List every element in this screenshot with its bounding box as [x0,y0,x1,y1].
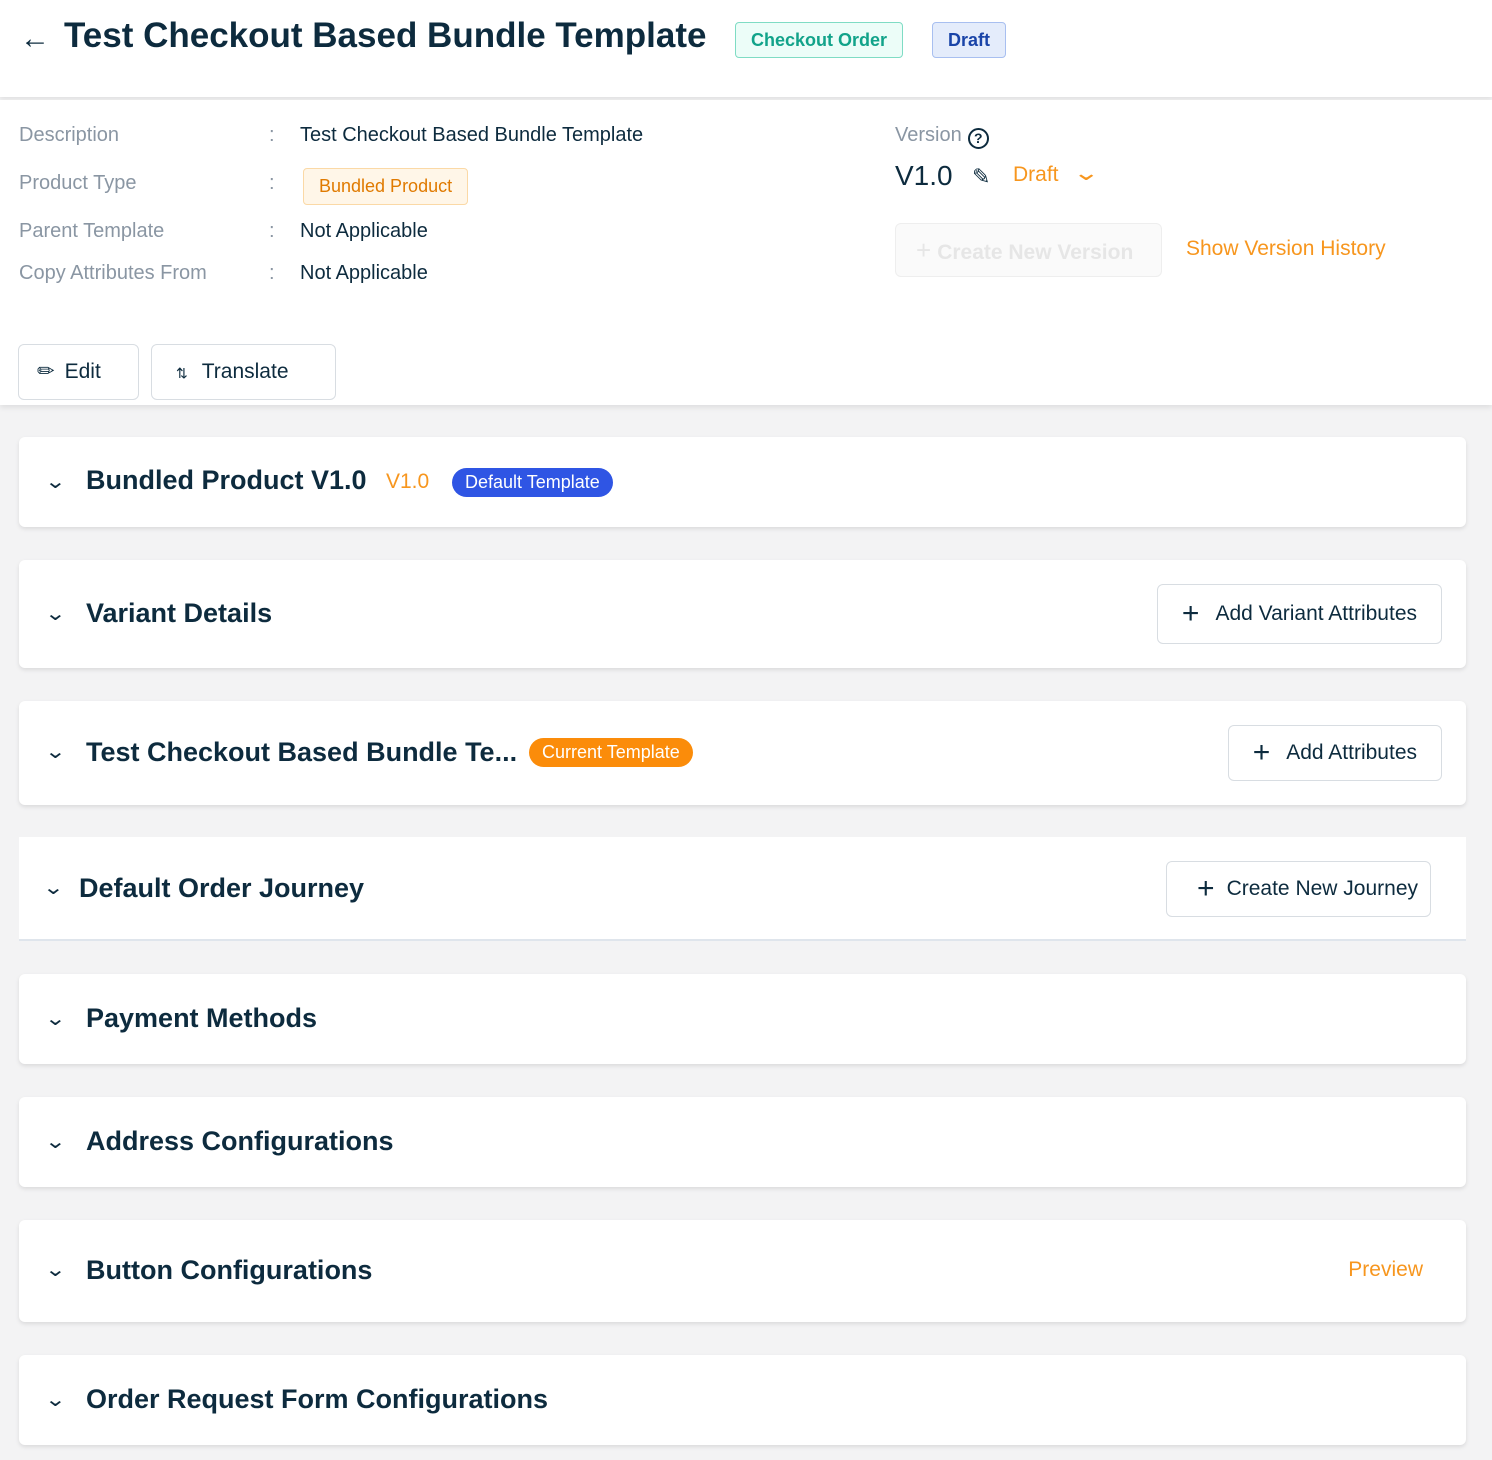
pencil-icon: ✏ [37,360,55,383]
version-value: V1.0 [895,160,953,191]
arrow-left-icon[interactable]: ← [20,22,50,55]
help-icon[interactable]: ? [967,128,989,149]
product-type-badge: Bundled Product [303,168,469,205]
separator: : [269,172,275,194]
button-label: Add Attributes [1286,741,1417,764]
default-template-badge: Default Template [452,468,613,497]
version-label-text: Version [895,124,962,146]
chevron-down-icon[interactable]: ⌄ [44,741,67,763]
section-title: Default Order Journey [79,873,365,903]
pencil-icon[interactable]: ✎ [972,164,991,189]
section-payment-methods: ⌄ Payment Methods [19,974,1466,1064]
plus-icon: + [1181,597,1200,630]
preview-link[interactable]: Preview [1348,1258,1423,1281]
page-header: ← Test Checkout Based Bundle Template Ch… [0,0,1492,97]
section-title: Address Configurations [86,1126,394,1156]
separator: : [269,262,275,284]
section-bundled-product: ⌄ Bundled Product V1.0 V1.0 Default Temp… [19,437,1466,527]
add-attributes-button[interactable]: + Add Attributes [1227,725,1442,781]
version-label: Version? [895,124,989,149]
section-address-configurations: ⌄ Address Configurations [19,1097,1466,1187]
add-variant-attributes-button[interactable]: + Add Variant Attributes [1156,584,1442,644]
draft-tag: Draft [932,22,1007,58]
section-order-request-form: ⌄ Order Request Form Configurations [19,1355,1466,1445]
field-label: Product Type [19,172,137,194]
button-label: Add Variant Attributes [1215,602,1417,625]
field-value: Test Checkout Based Bundle Template [300,124,644,146]
field-label: Copy Attributes From [19,262,207,284]
field-label: Parent Template [19,220,165,242]
current-template-badge: Current Template [529,738,693,767]
version-text: V1.0 [386,470,430,493]
separator: : [269,124,275,146]
button-label: Translate [201,360,289,383]
chevron-down-icon[interactable]: ⌄ [44,471,67,493]
separator: : [269,220,275,242]
field-value: Not Applicable [300,262,428,284]
plus-icon: + [916,235,932,265]
field-label: Description [19,124,120,146]
plus-icon: + [1252,736,1271,769]
button-label: Create New Journey [1226,877,1418,900]
chevron-down-icon[interactable]: ⌄ [44,1389,67,1411]
section-title: Bundled Product V1.0 [86,465,367,495]
field-value: Not Applicable [300,220,428,242]
create-new-journey-button[interactable]: + Create New Journey [1166,861,1431,917]
translate-button[interactable]: ⇅ Translate [151,344,336,400]
section-default-order-journey: ⌄ Default Order Journey + Create New Jour… [19,837,1466,941]
section-title: Button Configurations [86,1255,373,1285]
section-button-configurations: ⌄ Button Configurations Preview [19,1220,1466,1322]
section-title: Test Checkout Based Bundle Te... [86,737,518,767]
checkout-order-tag: Checkout Order [735,22,904,58]
chevron-down-icon[interactable]: ⌄ [44,1259,67,1281]
chevron-down-icon[interactable]: ⌄ [1072,160,1101,185]
edit-button[interactable]: ✏ Edit [18,344,139,400]
plus-icon: + [1197,872,1215,905]
create-new-version-button[interactable]: + Create New Version [895,223,1162,277]
version-status-dropdown[interactable]: Draft [1013,163,1059,186]
translate-icon: ⇅ [176,365,188,381]
chevron-down-icon[interactable]: ⌄ [44,603,67,625]
show-version-history-link[interactable]: Show Version History [1186,237,1386,260]
chevron-down-icon[interactable]: ⌄ [42,877,65,899]
section-title: Payment Methods [86,1003,318,1033]
section-variant-details: ⌄ Variant Details + Add Variant Attribute… [19,560,1466,668]
section-title: Variant Details [86,598,273,628]
button-label: Edit [64,360,101,383]
section-current-template: ⌄ Test Checkout Based Bundle Te... Curre… [19,701,1466,805]
section-title: Order Request Form Configurations [86,1384,549,1414]
button-label: Create New Version [937,241,1134,264]
chevron-down-icon[interactable]: ⌄ [44,1008,67,1030]
page-title: Test Checkout Based Bundle Template [64,16,707,55]
chevron-down-icon[interactable]: ⌄ [44,1131,67,1153]
